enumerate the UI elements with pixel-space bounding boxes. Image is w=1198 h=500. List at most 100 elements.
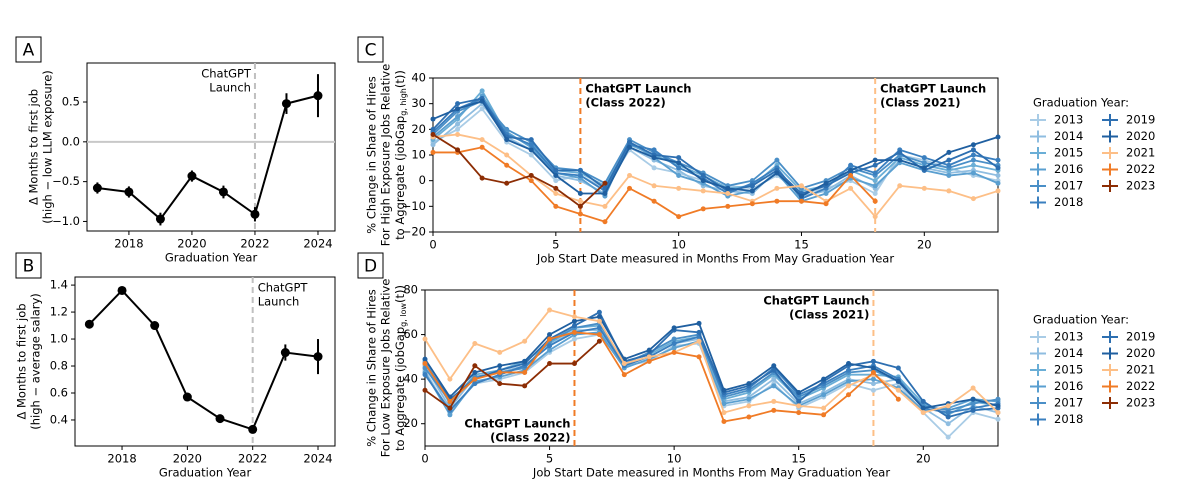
point — [651, 147, 657, 153]
launch-annotation: ChatGPT Launch — [585, 82, 691, 96]
point — [472, 376, 478, 382]
x-tick-label: 15 — [794, 238, 809, 252]
y-axis-label-part: (t)) — [393, 285, 407, 303]
point — [945, 434, 951, 440]
series-line — [424, 340, 600, 410]
point — [553, 167, 559, 173]
legend-title: Graduation Year: — [1033, 313, 1129, 327]
y-axis-label: % Change in Share of Hires — [365, 289, 379, 446]
series-line — [432, 97, 999, 195]
point — [895, 396, 901, 402]
point — [497, 349, 503, 355]
point — [995, 396, 1001, 402]
y-axis-label: to Aggregate (jobGapg, low(t)) — [393, 285, 408, 451]
point — [846, 383, 852, 389]
y-tick-label: 1.2 — [50, 305, 68, 319]
point — [553, 178, 559, 184]
point — [895, 378, 901, 384]
point — [771, 398, 777, 404]
point — [798, 198, 804, 204]
point — [621, 361, 627, 367]
launch-annotation: Launch — [258, 295, 300, 309]
point — [749, 183, 755, 189]
point — [627, 144, 633, 150]
launch-annotation: (Class 2022) — [585, 96, 665, 110]
point — [676, 185, 682, 191]
launch-annotation: ChatGPT — [201, 67, 252, 81]
point — [528, 173, 534, 179]
point — [872, 191, 878, 196]
point — [571, 314, 577, 320]
point — [920, 398, 926, 404]
legend-label: 2022 — [1126, 379, 1155, 393]
point — [995, 416, 1001, 422]
y-tick-label: 40 — [403, 372, 418, 386]
y-tick-label: 0 — [419, 173, 426, 187]
point — [547, 336, 553, 342]
point — [547, 343, 553, 349]
legend-label: 2014 — [1054, 346, 1083, 360]
point — [921, 165, 927, 171]
point — [602, 180, 608, 186]
point — [796, 390, 802, 396]
panel-letter-box — [15, 252, 42, 279]
point — [774, 198, 780, 204]
point — [995, 165, 1001, 171]
legend-label: 2013 — [1054, 330, 1083, 344]
x-tick-label: 2022 — [240, 237, 269, 251]
panel-letter: C — [365, 41, 377, 61]
point — [700, 178, 706, 184]
point — [455, 101, 461, 107]
point — [946, 162, 952, 168]
y-tick-label: 80 — [403, 283, 418, 297]
point — [497, 369, 503, 375]
point — [700, 173, 706, 179]
point — [522, 383, 528, 389]
y-tick-label: 0.6 — [50, 385, 68, 399]
x-tick-label: 2018 — [107, 452, 136, 466]
y-tick-label: −20 — [402, 225, 426, 239]
x-axis-label: Graduation Year — [165, 251, 258, 265]
x-tick-label: 2024 — [303, 452, 332, 466]
y-tick-label: 0.4 — [50, 412, 68, 426]
point — [646, 358, 652, 364]
point — [571, 361, 577, 367]
point — [771, 376, 777, 382]
legend-label: 2016 — [1054, 379, 1083, 393]
point — [497, 363, 503, 369]
point — [970, 157, 976, 163]
point — [970, 196, 976, 202]
point — [872, 183, 878, 189]
series-line — [432, 100, 999, 198]
legend-label: 2013 — [1054, 113, 1083, 127]
y-axis-label-part: to Aggregate (jobGap — [393, 327, 407, 451]
point — [281, 99, 291, 109]
point — [945, 403, 951, 409]
x-axis-label: Job Start Date measured in Months From M… — [532, 466, 890, 480]
legend-label: 2022 — [1126, 162, 1155, 176]
point — [596, 318, 602, 324]
launch-annotation: (Class 2022) — [490, 431, 570, 445]
point — [700, 188, 706, 194]
y-tick-label: 20 — [411, 122, 426, 136]
point — [671, 345, 677, 351]
point — [796, 410, 802, 416]
point — [430, 116, 436, 122]
x-tick-label: 10 — [671, 238, 686, 252]
legend-label: 2017 — [1054, 179, 1083, 193]
point — [870, 369, 876, 375]
series-line — [432, 107, 999, 195]
plot-frame — [86, 62, 336, 232]
point — [970, 162, 976, 168]
legend-label: 2018 — [1054, 412, 1083, 426]
point — [870, 365, 876, 371]
point — [504, 126, 510, 132]
point — [872, 214, 878, 220]
point — [970, 407, 976, 413]
point — [749, 188, 755, 194]
point — [796, 398, 802, 404]
point — [124, 187, 134, 197]
point — [946, 157, 952, 163]
point — [472, 340, 478, 346]
point — [651, 155, 657, 161]
